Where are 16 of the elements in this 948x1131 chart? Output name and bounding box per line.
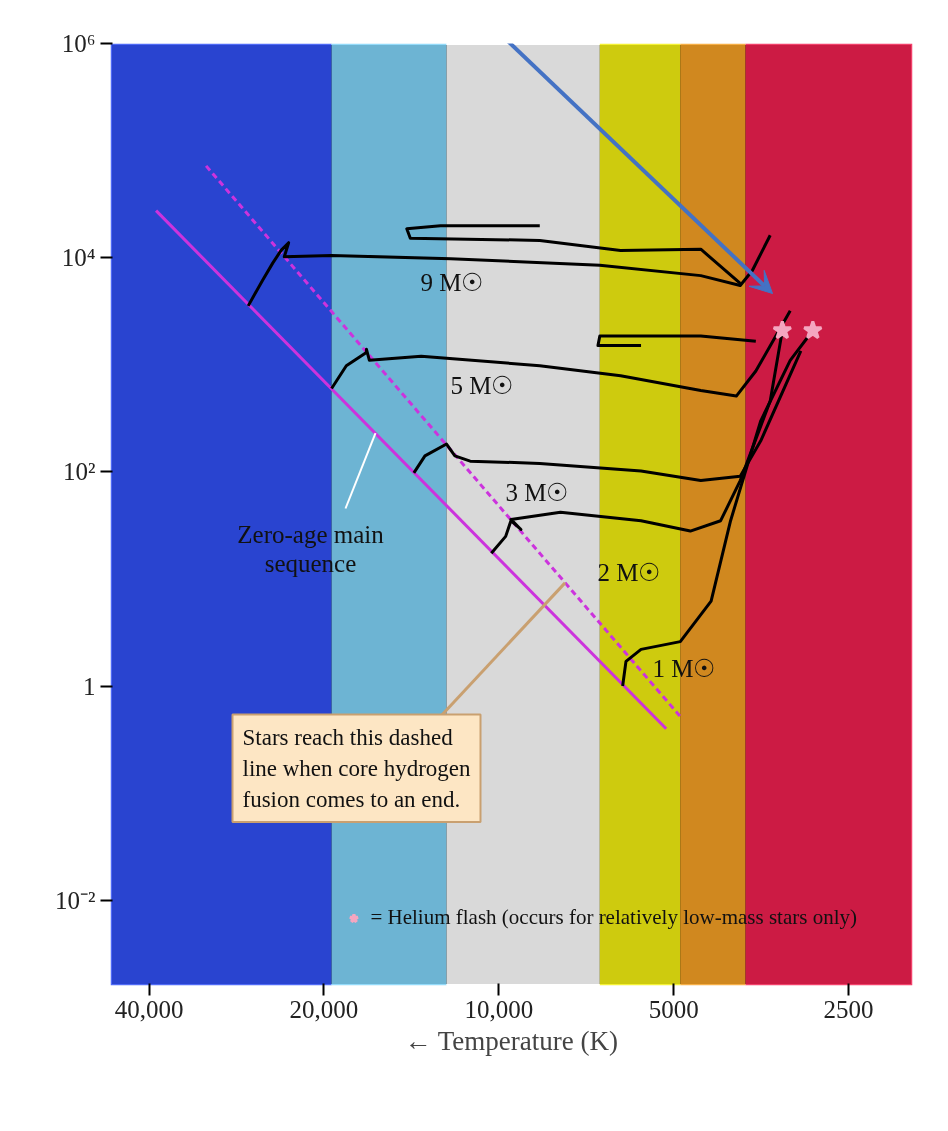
- annotation: Stars reach this dashed line when core hydrogen fusion comes to an end.: [242, 724, 471, 812]
- annotation: 5 M☉: [450, 372, 514, 399]
- x-tick-label: 10,000: [464, 995, 534, 1023]
- y-tick-label: 10²: [63, 458, 96, 486]
- x-tick-label: 20,000: [289, 995, 359, 1023]
- x-tick-label: 5000: [648, 995, 699, 1023]
- y-tick-label: 10⁶: [61, 30, 96, 57]
- annotation: 9 M☉: [420, 269, 484, 296]
- x-axis-title: ← Temperature (K): [404, 1025, 619, 1056]
- annotation: 1 M☉: [652, 655, 716, 682]
- y-tick-label: 10⁻²: [55, 886, 96, 914]
- x-tick-label: 2500: [823, 995, 874, 1023]
- x-tick-label: 40,000: [114, 995, 184, 1023]
- annotation: 3 M☉: [505, 479, 569, 506]
- y-tick-label: 10⁴: [61, 244, 96, 272]
- y-tick-label: 1: [83, 672, 96, 700]
